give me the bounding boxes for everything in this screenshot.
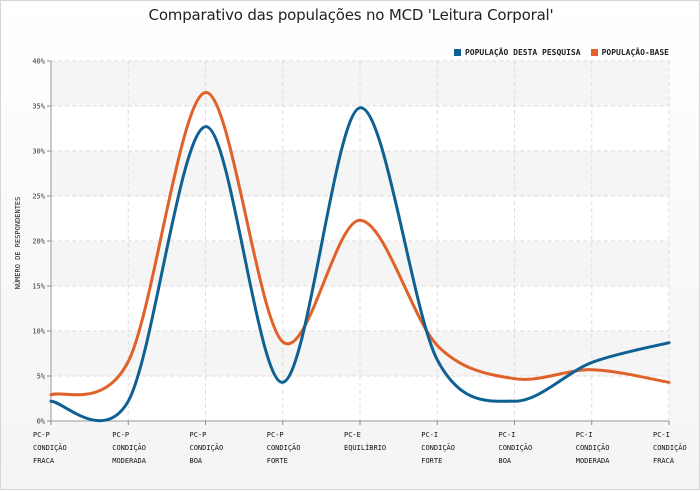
x-tick-label: PC-I CONDIÇÃO MODERADA [576,431,611,465]
y-tick-label: 10% [32,328,45,336]
x-tick-label: PC-I CONDIÇÃO FORTE [421,431,455,465]
legend-item-series-1: POPULAÇÃO DESTA PESQUISA [453,48,581,57]
series-line-1 [49,106,671,423]
chart-title: Comparativo das populações no MCD 'Leitu… [148,6,554,24]
y-tick-label: 25% [32,193,45,201]
series-line-2 [49,91,671,397]
x-tick-label: PC-I CONDIÇÃO BOA [499,431,533,465]
grid-band [51,331,669,376]
y-tick-label: 40% [32,58,45,66]
y-tick-label: 5% [37,373,46,381]
x-tick-label: PC-P CONDIÇÃO MODERADA [112,431,147,465]
x-tick-label: PC-P CONDIÇÃO FORTE [267,431,301,465]
x-tick-label: PC-E EQUILÍBRIO [344,431,386,452]
x-tick-label: PC-I CONDIÇÃO FRACA [653,431,687,465]
legend-item-series-2: POPULAÇÃO-BASE [590,48,669,57]
y-tick-label: 15% [32,283,45,291]
legend-swatch-series-2 [590,49,598,56]
y-tick-label: 35% [32,103,45,111]
legend: POPULAÇÃO DESTA PESQUISA POPULAÇÃO-BASE [453,48,669,57]
y-tick-label: 20% [32,238,45,246]
y-tick-label: 30% [32,148,45,156]
legend-swatch-series-1 [453,49,461,56]
y-tick-label: 0% [37,418,46,426]
legend-label-series-2: POPULAÇÃO-BASE [601,48,669,57]
legend-label-series-1: POPULAÇÃO DESTA PESQUISA [464,48,581,57]
x-tick-label: PC-P CONDIÇÃO BOA [190,431,224,465]
x-tick-label: PC-P CONDIÇÃO FRACA [33,431,67,465]
